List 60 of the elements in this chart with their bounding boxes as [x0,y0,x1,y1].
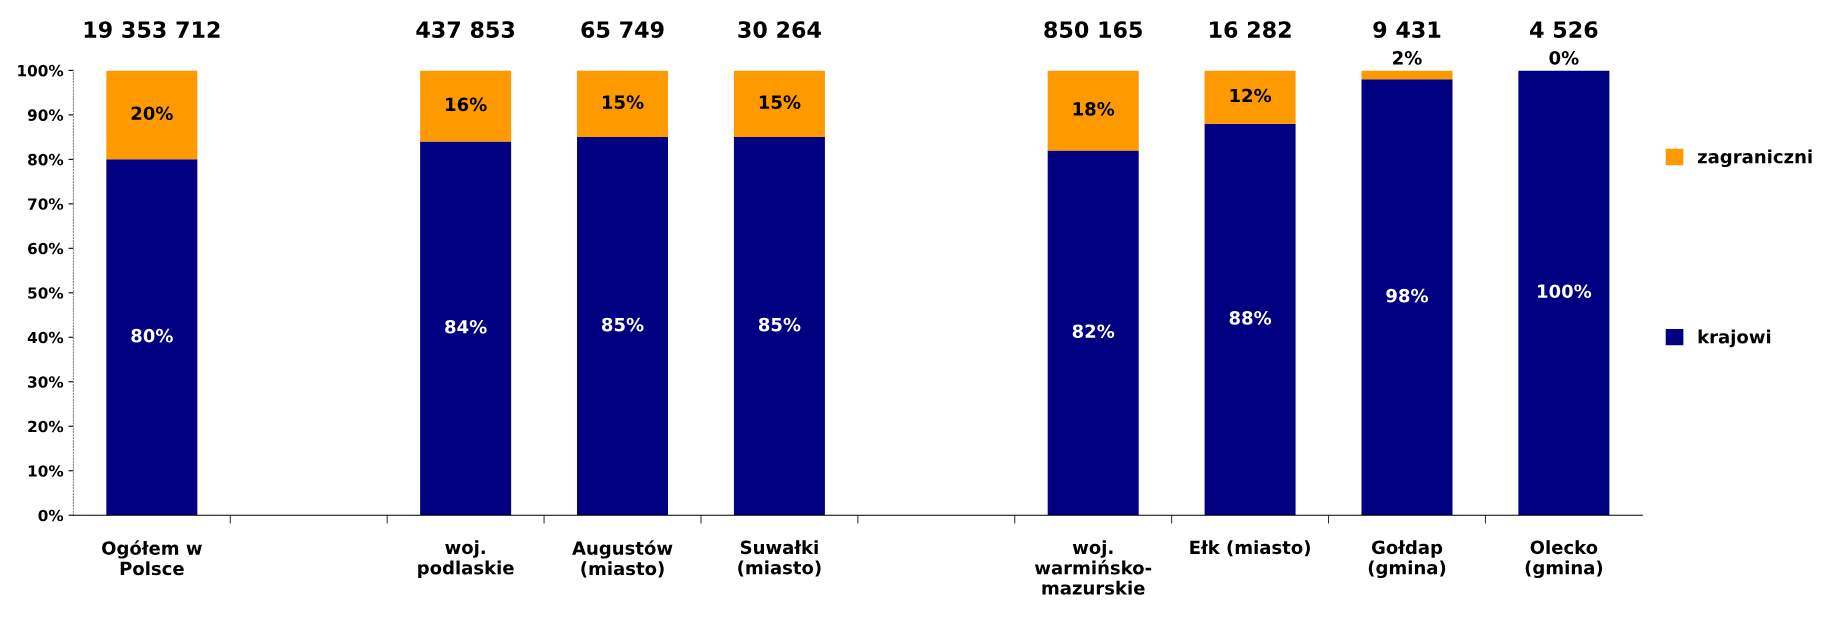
data-label: 80% [131,328,173,343]
data-label: 15% [759,95,801,109]
data-label: 16% [446,97,487,112]
y-tick-label: 90% [27,109,64,121]
x-tick-label: woj. warmińsko- mazurskie [1034,540,1152,595]
bar [420,70,512,142]
annotation: 19 353 712 [84,21,220,38]
x-tick-label: Olecko (gmina) [1525,540,1603,579]
data-label: 2% [1393,51,1422,65]
data-label: 18% [1073,102,1115,116]
y-tick-label: 30% [28,376,64,388]
y-tick-label: 60% [28,242,64,255]
x-tick-label: Ełk (miasto) [1190,540,1310,557]
bar [106,70,198,160]
bar [1361,70,1453,80]
y-tick-label: 100% [18,64,64,77]
x-tick-label: Suwałki (miasto) [738,540,821,577]
data-label: 0% [1549,51,1579,65]
bar [577,70,669,138]
y-tick-label: 70% [28,198,64,210]
x-tick-label: Ogółem w Polsce [102,540,202,576]
data-label: 84% [445,319,487,334]
bar [1518,70,1610,516]
legend-label: krajowi [1698,329,1771,348]
bar [1204,70,1296,124]
x-tick-label: Augustów (miasto) [572,540,673,578]
bar [1047,70,1139,151]
annotation: 9 431 [1373,21,1441,38]
annotation: 16 282 [1210,21,1291,38]
y-tick-label: 50% [28,287,64,299]
annotation: 850 165 [1044,21,1142,38]
annotation: 30 264 [738,21,821,38]
y-tick-label: 0% [38,509,64,522]
legend-label: zagraniczni [1697,149,1812,168]
x-tick-label: woj. podlaskie [418,540,514,579]
bar [733,137,825,516]
bar [420,141,512,516]
data-label: 15% [602,95,644,109]
annotation: 4 526 [1530,21,1598,38]
x-tick-label: Gołdap (gmina) [1368,540,1446,579]
bar [106,159,198,516]
y-tick-label: 80% [28,153,64,166]
data-label: 85% [602,317,644,332]
y-tick-label: 40% [27,331,64,344]
y-tick-label: 10% [28,465,64,477]
data-label: 88% [1229,311,1272,325]
bar [1361,79,1453,516]
annotation: 65 749 [581,21,664,38]
bar [577,137,669,516]
annotation: 437 853 [416,21,515,38]
data-label: 85% [758,317,801,332]
bar [1047,150,1139,516]
data-label: 12% [1230,88,1272,103]
y-tick-label: 20% [28,420,64,433]
bar [1204,123,1296,516]
data-label: 98% [1386,288,1429,303]
data-label: 82% [1072,324,1115,339]
data-label: 20% [131,106,173,121]
bar [733,70,825,138]
data-label: 100% [1538,284,1592,299]
